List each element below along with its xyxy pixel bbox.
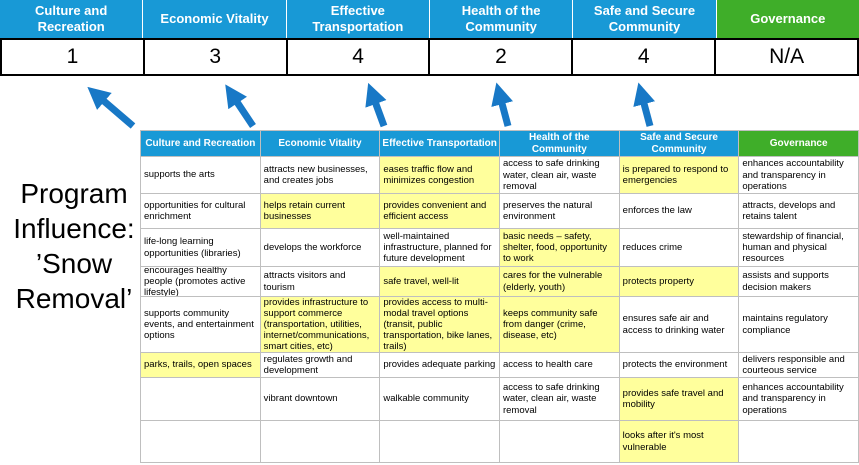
influence-arrow — [365, 82, 388, 128]
matrix-cell: develops the workforce — [260, 229, 381, 267]
influence-matrix: Culture and Recreation Economic Vitality E… — [140, 130, 859, 463]
matrix-cell: delivers responsible and courteous servi… — [739, 353, 859, 378]
matrix-cell-highlighted: safe travel, well-lit — [380, 267, 500, 297]
matrix-cell — [380, 421, 500, 463]
influence-arrow — [491, 82, 513, 127]
matrix-cell: access to health care — [499, 353, 620, 378]
matrix-cell-highlighted: parks, trails, open spaces — [141, 353, 261, 378]
matrix-header: Culture and Recreation — [141, 131, 261, 157]
influence-arrow — [225, 84, 256, 128]
matrix-cell-highlighted: protects property — [619, 267, 740, 297]
matrix-cell: attracts new businesses, and creates job… — [260, 157, 381, 194]
matrix-header: Governance — [739, 131, 859, 157]
matrix-cell-highlighted: basic needs – safety, shelter, food, opp… — [499, 229, 620, 267]
pillar-score: 1 — [1, 39, 144, 75]
matrix-cell-highlighted: eases traffic flow and minimizes congest… — [380, 157, 500, 194]
matrix-cell: assists and supports decision makers — [739, 267, 859, 297]
matrix-cell-highlighted: provides access to multi-modal travel op… — [380, 297, 500, 353]
pillar-score: 4 — [286, 39, 430, 75]
matrix-cell: walkable community — [380, 378, 500, 421]
matrix-cell-highlighted: provides safe travel and mobility — [619, 378, 740, 421]
pillar-header: Culture and Recreation — [0, 0, 143, 38]
matrix-cell-highlighted: helps retain current businesses — [260, 194, 381, 229]
pillar-score: 4 — [572, 39, 716, 75]
matrix-cell: preserves the natural environment — [499, 194, 620, 229]
matrix-cell: access to safe drinking water, clean air… — [499, 378, 620, 421]
matrix-cell: enhances accountability and transparency… — [739, 378, 859, 421]
matrix-cell: attracts, develops and retains talent — [739, 194, 859, 229]
pillar-score: 3 — [143, 39, 287, 75]
influence-arrow — [87, 86, 136, 129]
matrix-cell-highlighted: provides infrastructure to support comme… — [260, 297, 381, 353]
matrix-cell: regulates growth and development — [260, 353, 381, 378]
matrix-cell-highlighted: keeps community safe from danger (crime,… — [499, 297, 620, 353]
pillar-header: Safe and Secure Community — [573, 0, 716, 38]
matrix-cell: life-long learning opportunities (librar… — [141, 229, 261, 267]
matrix-header: Safe and Secure Community — [619, 131, 740, 157]
matrix-cell: enhances accountability and transparency… — [739, 157, 859, 194]
influence-arrow — [633, 82, 655, 127]
scoreboard-score-row: 1 3 4 2 4 N/A — [0, 38, 859, 76]
matrix-cell: access to safe drinking water, clean air… — [499, 157, 620, 194]
matrix-cell-highlighted: is prepared to respond to emergencies — [619, 157, 740, 194]
matrix-cell-highlighted: provides convenient and efficient access — [380, 194, 500, 229]
matrix-cell: enforces the law — [619, 194, 740, 229]
pillar-score: N/A — [715, 39, 858, 75]
pillar-header: Effective Transportation — [286, 0, 429, 38]
matrix-cell: attracts visitors and tourism — [260, 267, 381, 297]
matrix-cell — [739, 421, 859, 463]
matrix-cell: ensures safe air and access to drinking … — [619, 297, 740, 353]
matrix-cell: vibrant downtown — [260, 378, 381, 421]
matrix-cell — [499, 421, 620, 463]
matrix-cell: supports the arts — [141, 157, 261, 194]
pillar-score: 2 — [429, 39, 573, 75]
influence-arrows — [87, 82, 655, 129]
matrix-cell-highlighted: cares for the vulnerable (elderly, youth… — [499, 267, 620, 297]
matrix-cell — [141, 421, 261, 463]
matrix-header: Health of the Community — [499, 131, 620, 157]
matrix-cell: encourages healthy people (promotes acti… — [141, 267, 261, 297]
pillar-header: Health of the Community — [429, 0, 573, 38]
matrix-cell: maintains regulatory compliance — [739, 297, 859, 353]
matrix-header: Effective Transportation — [380, 131, 500, 157]
matrix-cell — [260, 421, 381, 463]
matrix-cell: provides adequate parking — [380, 353, 500, 378]
pillar-header: Economic Vitality — [143, 0, 286, 38]
matrix-cell: supports community events, and entertain… — [141, 297, 261, 353]
matrix-cell — [141, 378, 261, 421]
matrix-cell: protects the environment — [619, 353, 740, 378]
matrix-cell: well-maintained infrastructure, planned … — [380, 229, 500, 267]
pillar-header: Governance — [716, 0, 859, 38]
matrix-header: Economic Vitality — [260, 131, 381, 157]
matrix-cell-highlighted: looks after it's most vulnerable — [619, 421, 740, 463]
scoreboard-header-row: Culture and Recreation Economic Vitality E… — [0, 0, 859, 38]
matrix-cell: stewardship of financial, human and phys… — [739, 229, 859, 267]
program-title: Program Influence: ’Snow Removal’ — [13, 178, 135, 314]
matrix-cell: reduces crime — [619, 229, 740, 267]
matrix-cell: opportunities for cultural enrichment — [141, 194, 261, 229]
